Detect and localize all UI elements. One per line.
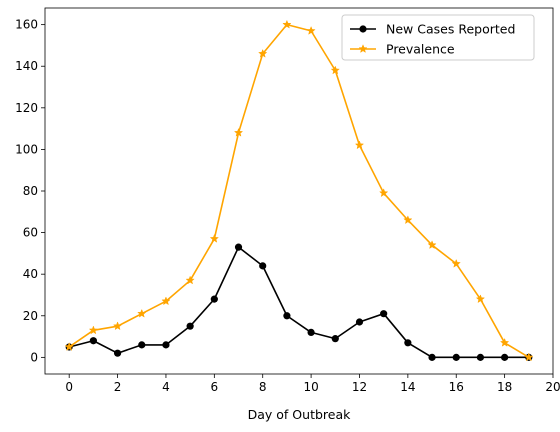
data-point: [89, 337, 97, 345]
data-point: [354, 140, 365, 150]
data-point: [282, 19, 292, 29]
y-axis-ticks: 0 20 40 60 80 100 120 140 160: [15, 18, 45, 364]
series-line: [68, 246, 529, 359]
y-tick-label: 80: [23, 184, 38, 198]
data-point: [186, 322, 194, 330]
legend-swatch-marker: [358, 44, 368, 53]
data-point: [404, 339, 412, 347]
x-tick-label: 8: [259, 380, 267, 394]
series-new-cases-reported: [65, 243, 533, 361]
x-tick-label: 4: [162, 380, 170, 394]
data-point: [476, 353, 485, 361]
data-point: [283, 312, 291, 320]
x-tick-label: 2: [114, 380, 122, 394]
y-tick-label: 40: [23, 267, 38, 281]
legend-item: New Cases Reported: [350, 22, 515, 37]
x-tick-label: 10: [303, 380, 318, 394]
data-point: [524, 352, 534, 362]
data-point: [209, 233, 219, 243]
data-point: [258, 48, 268, 58]
y-tick-label: 20: [23, 309, 38, 323]
data-point: [259, 262, 267, 270]
series-layer: [64, 19, 534, 362]
data-point: [379, 188, 389, 198]
data-point: [210, 295, 218, 303]
data-point: [64, 342, 74, 351]
series-line: [68, 23, 530, 359]
y-tick-label: 140: [15, 59, 38, 73]
y-tick-label: 160: [15, 18, 38, 32]
data-point: [403, 215, 413, 225]
data-point: [451, 258, 461, 268]
data-point: [234, 243, 243, 251]
x-tick-label: 6: [211, 380, 219, 394]
data-point: [185, 275, 195, 285]
x-tick-label: 12: [352, 380, 367, 394]
data-point: [452, 353, 460, 361]
x-tick-label: 18: [497, 380, 512, 394]
x-tick-label: 0: [65, 380, 73, 394]
data-point: [427, 240, 437, 250]
data-point: [331, 335, 339, 343]
data-point: [499, 337, 510, 347]
legend-item: Prevalence: [350, 42, 455, 57]
x-axis-ticks: 0 2 4 6 8 10 12 14 16 18 20: [65, 374, 560, 394]
data-point: [137, 308, 147, 318]
y-tick-label: 120: [15, 101, 38, 115]
y-tick-label: 100: [15, 142, 38, 156]
data-point: [475, 294, 486, 304]
data-point: [428, 353, 436, 361]
data-point: [162, 341, 170, 349]
legend-box: [341, 14, 535, 61]
legend: New Cases Reported Prevalence: [341, 14, 535, 61]
data-point: [233, 127, 244, 137]
y-tick-label: 60: [23, 226, 38, 240]
data-point: [501, 353, 509, 361]
series-prevalence: [64, 19, 534, 362]
data-point: [306, 25, 316, 35]
data-point: [113, 349, 122, 357]
data-point: [307, 328, 315, 337]
x-axis-label: Day of Outbreak: [248, 407, 351, 422]
data-point: [112, 321, 123, 331]
data-point: [330, 65, 340, 75]
x-tick-label: 20: [545, 380, 560, 394]
x-tick-label: 14: [400, 380, 415, 394]
plot-area-frame: [44, 7, 554, 375]
legend-label: Prevalence: [386, 42, 455, 57]
data-point: [88, 325, 99, 335]
legend-swatch-marker: [359, 25, 367, 33]
x-tick-label: 16: [449, 380, 464, 394]
data-point: [138, 341, 146, 349]
y-tick-label: 0: [30, 350, 38, 364]
data-point: [161, 296, 171, 306]
legend-label: New Cases Reported: [386, 22, 515, 37]
data-point: [380, 310, 388, 318]
data-point: [355, 318, 364, 326]
